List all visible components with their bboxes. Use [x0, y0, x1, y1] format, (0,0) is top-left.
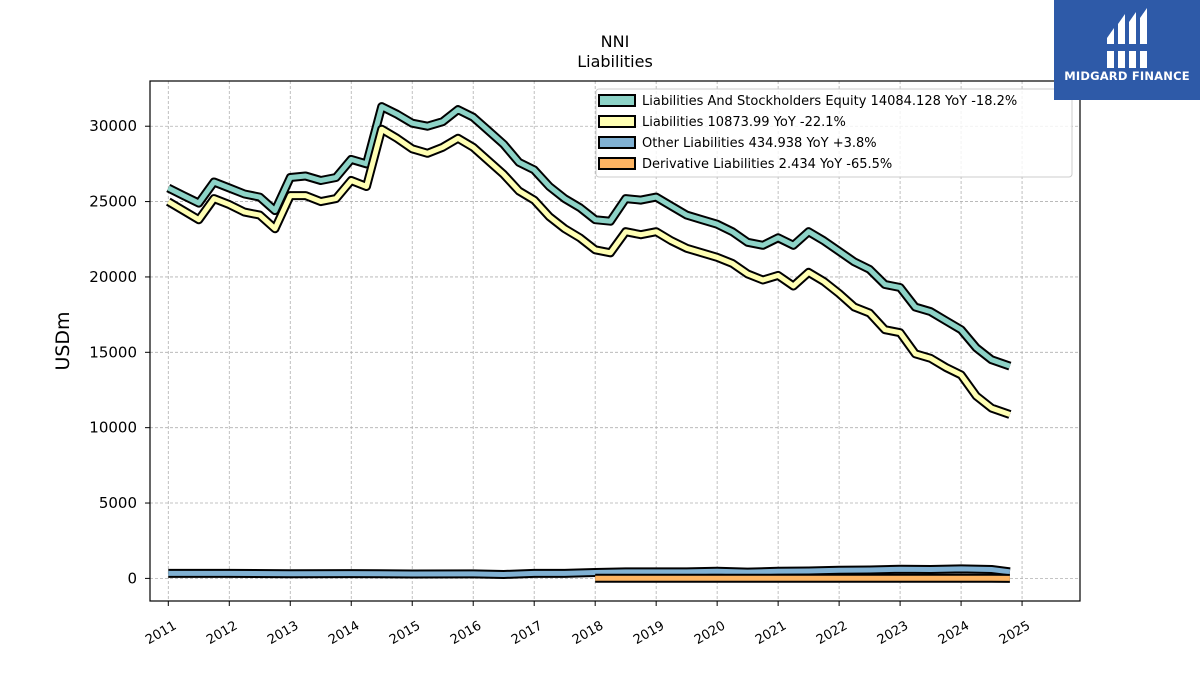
brand-logo: MIDGARD FINANCE [1054, 0, 1200, 100]
x-tick-label: 2024 [936, 618, 972, 648]
y-tick-label: 5000 [99, 494, 137, 512]
series-other-liabilities [168, 564, 1011, 579]
y-tick-label: 30000 [89, 117, 137, 135]
y-tick-label: 15000 [89, 343, 137, 361]
legend-label: Liabilities And Stockholders Equity 1408… [642, 94, 1017, 109]
series-layer [166, 102, 1012, 583]
x-axis: 2011 2012 2013 2014 2015 2016 2017 2018 2019 2020… [143, 601, 1033, 648]
x-tick-label: 2016 [448, 618, 484, 648]
series-line [168, 566, 1011, 577]
x-tick-label: 2020 [692, 618, 728, 648]
y-axis: 0 5000 10000 15000 20000 25000 30000 [89, 117, 150, 587]
x-tick-label: 2012 [204, 618, 240, 648]
legend-swatch [598, 136, 636, 149]
series-liabilities [166, 124, 1012, 419]
y-tick-label: 10000 [89, 419, 137, 437]
legend: Liabilities And Stockholders Equity 1408… [595, 88, 1073, 178]
x-tick-label: 2014 [326, 618, 362, 648]
legend-swatch [598, 115, 636, 128]
x-tick-label: 2021 [753, 618, 789, 648]
logo-text: MIDGARD FINANCE [1064, 69, 1190, 83]
x-tick-label: 2023 [875, 618, 911, 648]
y-tick-label: 25000 [89, 193, 137, 211]
x-tick-label: 2018 [570, 618, 606, 648]
chart-subtitle: Liabilities [577, 52, 653, 71]
x-tick-label: 2015 [387, 618, 423, 648]
legend-swatch [598, 157, 636, 170]
y-tick-label: 20000 [89, 268, 137, 286]
legend-swatch [598, 94, 636, 107]
series-liabilities-and-stockholders-equity [166, 102, 1012, 371]
x-tick-label: 2011 [143, 618, 179, 648]
y-tick-label: 0 [127, 569, 137, 587]
x-tick-label: 2022 [814, 618, 850, 648]
plot-frame [149, 80, 1081, 602]
x-tick-label: 2025 [997, 618, 1033, 648]
series-line [167, 104, 1011, 369]
legend-label: Other Liabilities 434.938 YoY +3.8% [642, 136, 877, 151]
legend-box [595, 88, 1073, 178]
y-axis-label: USDm [52, 311, 74, 370]
logo-mark-icon [1107, 8, 1147, 68]
x-tick-label: 2017 [509, 618, 545, 648]
legend-label: Liabilities 10873.99 YoY -22.1% [642, 115, 846, 130]
legend-label: Derivative Liabilities 2.434 YoY -65.5% [642, 157, 892, 172]
chart-title: NNI [601, 32, 630, 51]
x-tick-label: 2019 [631, 618, 667, 648]
series-line [167, 126, 1011, 417]
x-tick-label: 2013 [265, 618, 301, 648]
